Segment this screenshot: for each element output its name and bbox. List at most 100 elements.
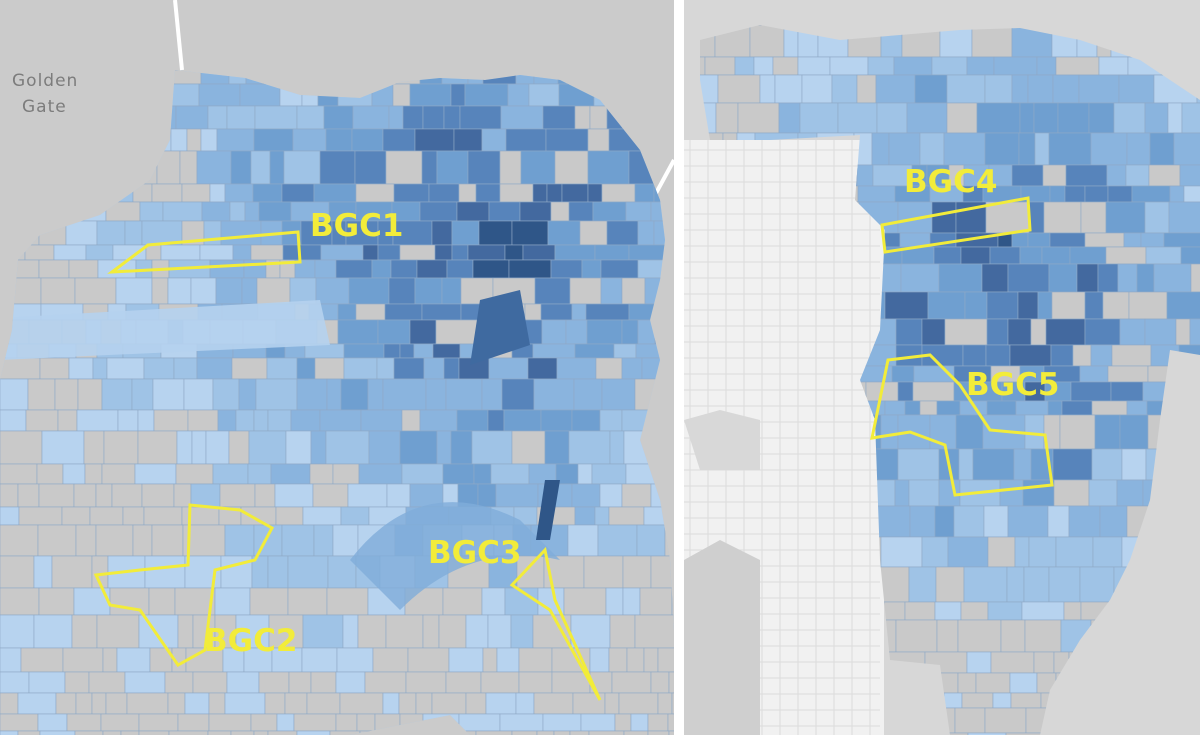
blockgroup-cell [276, 713, 295, 732]
blockgroup-cell [623, 730, 649, 735]
blockgroup-cell [1166, 291, 1200, 320]
blockgroup-cell [422, 105, 445, 130]
blockgroup-cell [1106, 164, 1127, 187]
blockgroup-cell [71, 614, 98, 649]
blockgroup-cell [1090, 132, 1128, 166]
blockgroup-cell [62, 463, 86, 485]
blockgroup-cell [519, 201, 552, 222]
blockgroup-cell [335, 713, 358, 732]
blockgroup-cell [1163, 232, 1200, 248]
blockgroup-cell [96, 220, 126, 246]
blockgroup-cell [895, 318, 923, 346]
blockgroup-cell [900, 263, 940, 293]
blockgroup-cell [880, 414, 899, 450]
blockgroup-cell [597, 524, 638, 557]
blockgroup-cell [1063, 601, 1082, 621]
blockgroup-cell [175, 105, 209, 130]
blockgroup-cell [1076, 263, 1099, 293]
blockgroup-cell [985, 344, 1011, 367]
blockgroup-cell [518, 671, 553, 694]
blockgroup-cell [1084, 232, 1125, 248]
blockgroup-cell [528, 83, 560, 107]
blockgroup-cell [274, 483, 314, 508]
blockgroup-cell [621, 319, 639, 345]
blockgroup-cell [577, 463, 593, 485]
blockgroup-cell [1041, 246, 1071, 265]
blockgroup-cell [421, 150, 438, 185]
blockgroup-cell [634, 614, 674, 649]
blockgroup-cell [220, 220, 262, 246]
blockgroup-cell [438, 614, 467, 649]
blockgroup-cell [382, 128, 416, 152]
blockgroup-cell [1107, 365, 1149, 383]
blockgroup-cell [579, 220, 608, 246]
blockgroup-cell [314, 357, 345, 380]
blockgroup-cell [115, 277, 153, 305]
blockgroup-cell [0, 614, 35, 649]
blockgroup-cell [235, 409, 255, 432]
blockgroup-cell [1126, 132, 1151, 166]
blockgroup-cell [310, 430, 327, 465]
blockgroup-cell [357, 614, 387, 649]
blockgroup-cell [134, 463, 177, 485]
blockgroup-cell [224, 524, 255, 557]
blockgroup-cell [797, 56, 831, 76]
blockgroup-cell [258, 671, 290, 694]
blockgroup-cell [504, 244, 524, 261]
blockgroup-cell [715, 102, 739, 134]
blockgroup-cell [897, 448, 940, 481]
blockgroup-cell [987, 601, 1023, 621]
blockgroup-cell [428, 183, 460, 203]
blockgroup-cell [106, 357, 145, 380]
blockgroup-cell [343, 343, 385, 359]
blockgroup-cell [355, 303, 386, 321]
blockgroup-cell [931, 56, 968, 76]
blockgroup-cell [909, 505, 936, 538]
blockgroup-cell [580, 713, 616, 732]
blockgroup-cell [475, 183, 501, 203]
blockgroup-cell [921, 318, 946, 346]
blockgroup-cell [399, 244, 436, 261]
blockgroup-cell [595, 357, 623, 380]
blockgroup-cell [801, 74, 833, 104]
blockgroup-cell [647, 713, 669, 732]
blockgroup-cell [0, 647, 22, 673]
blockgroup-cell [1065, 164, 1108, 187]
blockgroup-cell [573, 378, 603, 411]
blockgroup-cell [1128, 291, 1168, 320]
blockgroup-cell [196, 150, 232, 185]
blockgroup-cell [177, 614, 194, 649]
blockgroup-cell [281, 524, 315, 557]
blockgroup-cell [472, 259, 510, 279]
blockgroup-cell [1009, 344, 1052, 367]
blockgroup-cell [309, 463, 334, 485]
blockgroup-cell [1092, 536, 1123, 568]
blockgroup-cell [179, 150, 198, 185]
blockgroup-cell [57, 409, 78, 432]
blockgroup-cell [515, 692, 535, 715]
blockgroup-cell [74, 730, 104, 735]
blockgroup-cell [132, 524, 153, 557]
freeway-band [350, 502, 560, 610]
blockgroup-cell [212, 378, 240, 411]
blockgroup-cell [1030, 318, 1047, 346]
blockgroup-cell [588, 730, 625, 735]
blockgroup-cell [1084, 291, 1104, 320]
park-area [684, 540, 760, 735]
blockgroup-cell [650, 671, 670, 694]
blockgroup-cell [216, 128, 255, 152]
blockgroup-cell [1033, 651, 1055, 674]
blockgroup-cell [540, 303, 573, 321]
blockgroup-cell [240, 506, 277, 526]
blockgroup-cell [1110, 381, 1144, 402]
blockgroup-cell [124, 671, 166, 694]
blockgroup-cell [354, 150, 387, 185]
blockgroup-cell [778, 102, 801, 134]
blockgroup-cell [500, 105, 544, 130]
blockgroup-cell [966, 56, 995, 76]
blockgroup-cell [934, 601, 962, 621]
blockgroup-cell [572, 692, 606, 715]
blockgroup-cell [1052, 448, 1093, 481]
blockgroup-cell [95, 524, 134, 557]
blockgroup-cell [465, 614, 489, 649]
